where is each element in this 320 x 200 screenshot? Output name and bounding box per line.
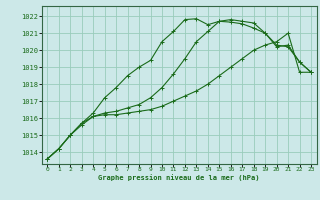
X-axis label: Graphe pression niveau de la mer (hPa): Graphe pression niveau de la mer (hPa)	[99, 174, 260, 181]
